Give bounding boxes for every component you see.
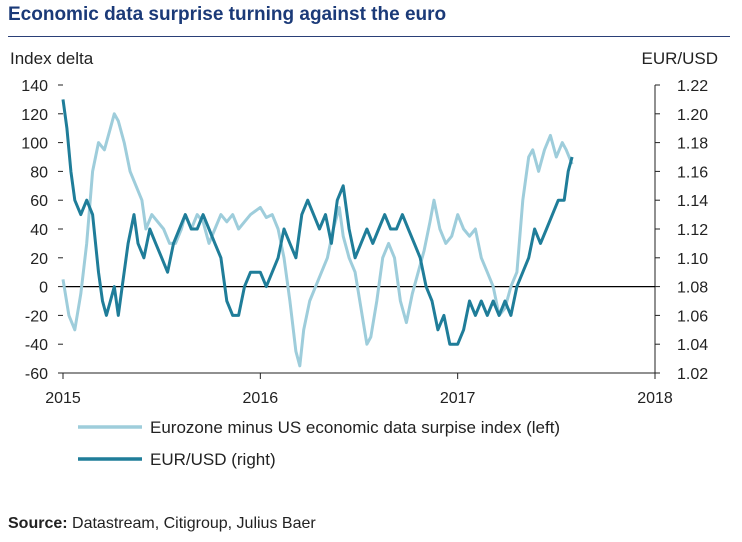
left-tick-label: -60 bbox=[25, 366, 48, 383]
right-tick-label: 1.14 bbox=[677, 193, 708, 210]
chart: Index delta EUR/USD 140 120 100 80 60 40 20 0 -2… bbox=[10, 49, 718, 469]
left-tick-label: -20 bbox=[25, 308, 48, 325]
left-tick-label: 80 bbox=[30, 164, 48, 181]
left-tick-label: 140 bbox=[21, 78, 48, 95]
legend-label-eurusd: EUR/USD (right) bbox=[150, 450, 276, 469]
left-axis-title: Index delta bbox=[10, 49, 94, 68]
left-tick-label: 0 bbox=[39, 280, 48, 297]
right-tick-label: 1.12 bbox=[677, 222, 708, 239]
source-label: Source: bbox=[8, 515, 68, 532]
right-tick-label: 1.20 bbox=[677, 107, 708, 124]
x-tick-label: 2015 bbox=[45, 390, 81, 407]
x-tick-label: 2017 bbox=[440, 390, 476, 407]
left-axis: 140 120 100 80 60 40 20 0 -20 -40 -60 bbox=[21, 78, 63, 383]
left-tick-label: 100 bbox=[21, 136, 48, 153]
left-tick-label: 60 bbox=[30, 193, 48, 210]
source-text: Datastream, Citigroup, Julius Baer bbox=[72, 515, 316, 532]
series-line-surprise-index bbox=[61, 112, 574, 368]
chart-title: Economic data surprise turning against t… bbox=[8, 4, 447, 25]
left-tick-label: -40 bbox=[25, 337, 48, 354]
plot-area bbox=[61, 99, 655, 368]
left-tick-label: 40 bbox=[30, 222, 48, 239]
right-tick-label: 1.16 bbox=[677, 164, 708, 181]
right-tick-label: 1.18 bbox=[677, 136, 708, 153]
x-axis: 2015 2016 2017 2018 bbox=[45, 372, 673, 407]
right-axis: 1.22 1.20 1.18 1.16 1.14 1.12 1.10 1.08 1.06 1.04… bbox=[654, 78, 708, 383]
right-tick-label: 1.02 bbox=[677, 366, 708, 383]
legend: Eurozone minus US economic data surpise … bbox=[78, 418, 560, 469]
left-tick-label: 120 bbox=[21, 107, 48, 124]
source-note: Source: Datastream, Citigroup, Julius Ba… bbox=[8, 515, 316, 533]
right-tick-label: 1.06 bbox=[677, 308, 708, 325]
right-tick-label: 1.10 bbox=[677, 251, 708, 268]
right-tick-label: 1.04 bbox=[677, 337, 708, 354]
series-line-eurusd bbox=[61, 99, 574, 346]
title-divider bbox=[8, 36, 730, 37]
right-tick-label: 1.08 bbox=[677, 280, 708, 297]
right-tick-label: 1.22 bbox=[677, 78, 708, 95]
x-tick-label: 2018 bbox=[637, 390, 673, 407]
legend-label-surprise-index: Eurozone minus US economic data surpise … bbox=[150, 418, 560, 437]
left-tick-label: 20 bbox=[30, 251, 48, 268]
right-axis-title: EUR/USD bbox=[641, 49, 718, 68]
x-tick-label: 2016 bbox=[243, 390, 279, 407]
